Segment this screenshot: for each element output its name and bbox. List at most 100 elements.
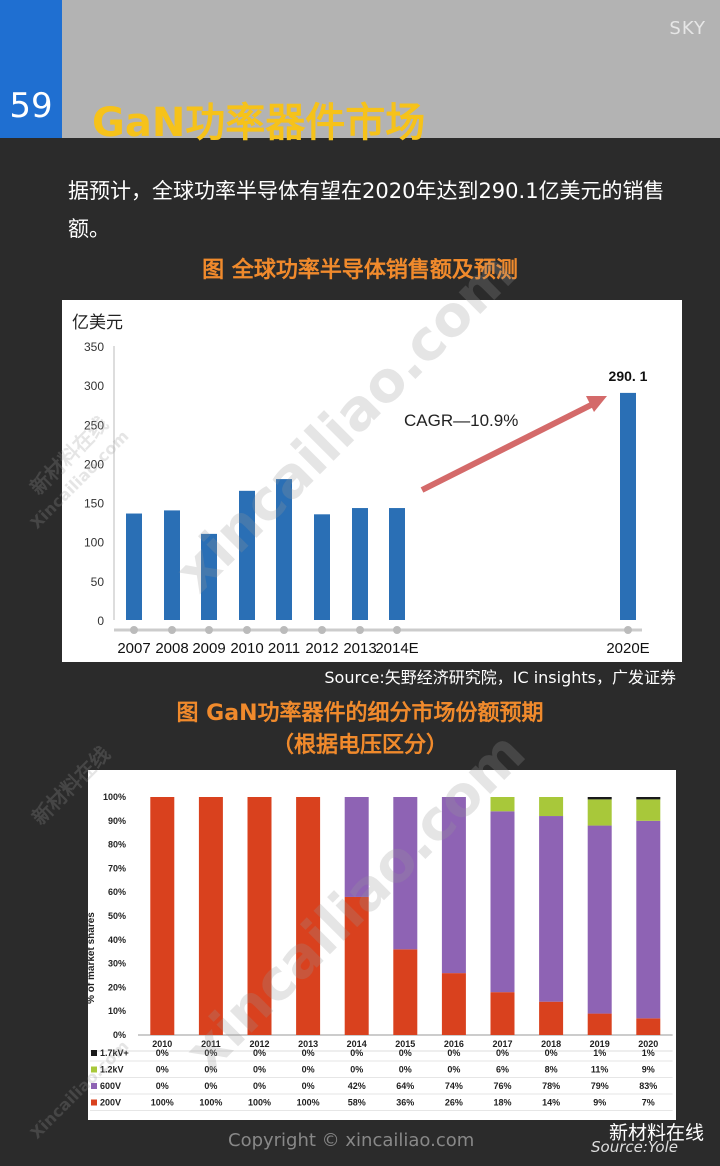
chart2-bar-segment [490, 992, 515, 1035]
chart1-x-tick: 2013 [343, 640, 376, 657]
wechat-name: 新材料在线 [608, 1122, 704, 1144]
chart1-x-tick-mark [205, 626, 213, 634]
chart2-table-cell: 0% [253, 1065, 266, 1075]
chart2-table-cell: 100% [151, 1098, 174, 1108]
chart2-bar-segment [296, 797, 321, 1035]
chart2-y-tick: 10% [108, 1006, 126, 1016]
chart2-table-cell: 0% [447, 1048, 460, 1058]
chart2-table-cell: 1% [642, 1048, 655, 1058]
chart2-table-cell: 0% [399, 1048, 412, 1058]
chart1-x-tick-mark [130, 626, 138, 634]
chart2-x-tick: 2012 [249, 1039, 269, 1049]
chart1-x-tick-mark [624, 626, 632, 634]
chart1-x-tick: 2008 [155, 640, 188, 657]
chart2-x-tick: 2018 [541, 1039, 561, 1049]
chart2-bar-segment [539, 797, 564, 817]
chart2-table-cell: 11% [591, 1065, 609, 1075]
chart2-legend-swatch [91, 1050, 97, 1056]
chart2-table-cell: 0% [302, 1048, 315, 1058]
chart1-bar [620, 392, 636, 620]
chart2-x-tick: 2011 [201, 1039, 221, 1049]
chart2-bar-segment [636, 797, 661, 800]
chart1-bar [126, 513, 142, 620]
chart1-bar [352, 508, 368, 620]
chart2-table-cell: 0% [302, 1065, 315, 1075]
chart1-x-tick: 2010 [230, 640, 263, 657]
chart1-x-tick-mark [318, 626, 326, 634]
chart2-subtitle: （根据电压区分） [271, 733, 448, 758]
chart1-y-tick: 350 [84, 340, 104, 354]
chart2-table-cell: 7% [642, 1098, 655, 1108]
chart2-table-cell: 0% [253, 1081, 266, 1091]
chart1-x-tick-mark [356, 626, 364, 634]
chart1-y-tick: 300 [84, 379, 104, 393]
chart2-x-tick: 2016 [444, 1039, 464, 1049]
chart2-bar-segment [441, 797, 466, 974]
chart2-bar-segment [344, 896, 369, 1035]
chart2-bar-segment [344, 797, 369, 897]
page-title: GaN功率器件市场 [92, 100, 426, 146]
chart1-y-tick: 50 [91, 575, 105, 589]
chart2-title: 图 GaN功率器件的细分市场份额预期 [176, 701, 544, 726]
chart2-bar-segment [490, 811, 515, 993]
sales-bar-chart: 亿美元 0 50 100 150 200 250 300 350 2007 2008 2009 201… [72, 313, 650, 657]
chart1-x-tick-mark [280, 626, 288, 634]
chart2-y-tick: 50% [108, 911, 126, 921]
chart2-bar-segment [393, 949, 418, 1035]
chart2-table-cell: 0% [399, 1065, 412, 1075]
chart2-table-cell: 74% [445, 1081, 463, 1091]
chart2-table-cell: 0% [156, 1081, 169, 1091]
chart2-legend-swatch [91, 1099, 97, 1106]
chart1-x-tick: 2012 [305, 640, 338, 657]
chart1-bar [239, 490, 255, 620]
chart2-table-cell: 0% [156, 1048, 169, 1058]
chart2-bar-segment [587, 799, 612, 826]
header-bar [62, 0, 720, 138]
chart2-table-cell: 8% [545, 1065, 558, 1075]
source-note: Source:矢野经济研究院，IC insights，广发证券 [324, 668, 676, 687]
chart2-axes: 0% 10% 20% 30% 40% 50% 60% 70% 80% 90% 100% 2010 201… [103, 792, 673, 1049]
chart2-table-cell: 36% [396, 1098, 414, 1108]
chart2-x-tick: 2017 [492, 1039, 512, 1049]
chart2-y-tick: 90% [108, 816, 126, 826]
chart2-bar-segment [636, 799, 661, 821]
chart2-legend-swatch [91, 1066, 97, 1073]
chart2-table-cell: 76% [493, 1081, 511, 1091]
chart1-bar [276, 479, 292, 620]
chart2-x-tick: 2014 [347, 1039, 367, 1049]
chart2-table-cell: 0% [447, 1065, 460, 1075]
chart2-table-cell: 0% [545, 1048, 558, 1058]
chart2-data-table: 1.7kV+ 0% 0% 0% 0% 0% 0% 0% 0% 0% 1% 1% 1.2kV 0% 0% 0% 0… [90, 1048, 673, 1111]
chart1-bar [389, 508, 405, 620]
source-watermark: Source:Yole [591, 1138, 678, 1156]
chart1-x-tick-mark [243, 626, 251, 634]
wechat-badge: 新材料在线 Source:Yole [591, 1118, 704, 1156]
chart2-bar-segment [441, 973, 466, 1035]
chart1-y-tick: 150 [84, 497, 104, 511]
chart1-ylabel: 亿美元 [72, 313, 123, 332]
chart2-ylabel: % of market shares [88, 912, 97, 1004]
chart1-title: 图 全球功率半导体销售额及预测 [202, 258, 518, 283]
chart2-table-cell: 83% [639, 1081, 657, 1091]
chart2-table-cell: 14% [542, 1098, 560, 1108]
chart2-legend-label: 1.2kV [100, 1065, 124, 1075]
chart2-y-tick: 0% [113, 1030, 126, 1040]
chart2-x-tick: 2013 [298, 1039, 318, 1049]
chart2-y-tick: 100% [103, 792, 126, 802]
chart2-legend-label: 600V [100, 1081, 121, 1091]
chart2-panel: % of market shares 0% 10% 20% 30% 40% 50% 60% 7… [86, 770, 676, 1120]
chart2-table-cell: 42% [348, 1081, 366, 1091]
market-share-stacked-chart: % of market shares 0% 10% 20% 30% 40% 50% 60% 7… [86, 792, 673, 1111]
chart1-x-tick: 2009 [192, 640, 225, 657]
chart2-table-cell: 1% [593, 1048, 606, 1058]
chart2-y-tick: 70% [108, 863, 126, 873]
chart1-x-tick-mark [168, 626, 176, 634]
chart2-bar-segment [490, 797, 515, 812]
chart2-bar-segment [636, 820, 661, 1019]
chart2-table-cell: 64% [396, 1081, 414, 1091]
chart2-bar-segment [198, 797, 223, 1035]
chart2-y-tick: 80% [108, 840, 126, 850]
chart2-table-cell: 0% [496, 1048, 509, 1058]
chart2-bar-segment [539, 816, 564, 1002]
cagr-arrow-line [420, 398, 601, 493]
